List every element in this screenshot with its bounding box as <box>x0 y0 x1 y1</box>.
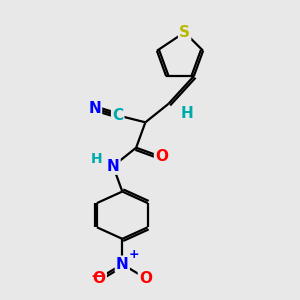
Text: O: O <box>139 271 152 286</box>
Text: S: S <box>179 25 190 40</box>
Text: O: O <box>93 271 106 286</box>
Text: H: H <box>91 152 103 166</box>
Text: +: + <box>129 248 140 261</box>
Text: N: N <box>88 101 101 116</box>
Text: −: − <box>91 269 103 284</box>
Text: O: O <box>155 149 168 164</box>
Text: N: N <box>107 159 119 174</box>
Text: N: N <box>116 257 129 272</box>
Text: C: C <box>112 108 123 123</box>
Text: H: H <box>181 106 193 121</box>
